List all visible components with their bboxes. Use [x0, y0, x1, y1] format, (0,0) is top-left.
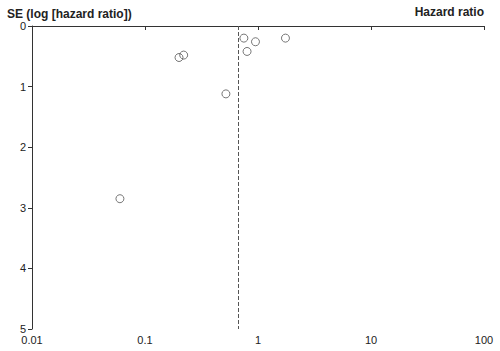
svg-text:SE (log [hazard ratio]): SE (log [hazard ratio]) — [7, 7, 132, 21]
svg-text:1: 1 — [20, 81, 26, 93]
svg-text:0: 0 — [20, 20, 26, 32]
svg-text:5: 5 — [19, 323, 26, 335]
svg-text:1: 1 — [255, 334, 261, 346]
svg-text:100: 100 — [475, 334, 493, 346]
svg-text:4: 4 — [20, 262, 26, 274]
svg-text:3: 3 — [20, 202, 26, 214]
svg-text:0.1: 0.1 — [137, 334, 152, 346]
svg-text:Hazard ratio: Hazard ratio — [415, 5, 484, 19]
svg-text:2: 2 — [20, 141, 26, 153]
svg-text:0.01: 0.01 — [21, 334, 42, 346]
svg-text:10: 10 — [365, 334, 377, 346]
